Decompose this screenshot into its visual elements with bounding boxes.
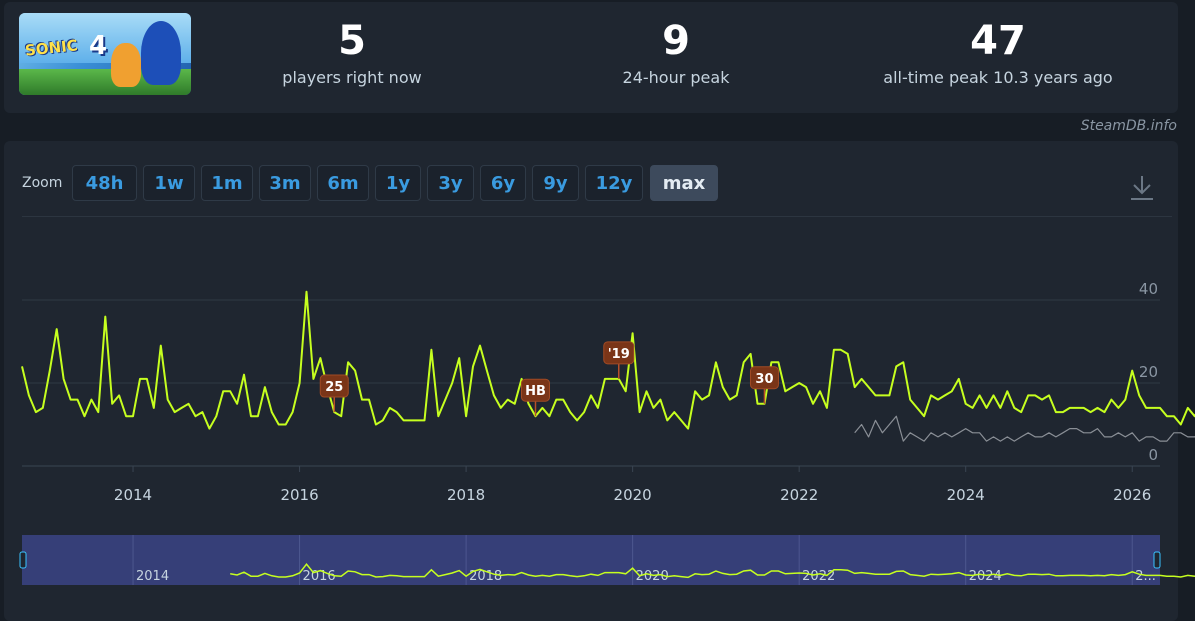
zoom-button-48h[interactable]: 48h xyxy=(72,165,137,201)
stat-label: players right now xyxy=(282,68,422,87)
event-flag xyxy=(319,374,349,398)
y-tick-label: 40 xyxy=(1139,280,1158,298)
navigator-handle-left xyxy=(19,551,27,569)
zoom-button-max[interactable]: max xyxy=(650,165,718,201)
stat-value: 47 xyxy=(970,18,1026,64)
zoom-button-1w[interactable]: 1w xyxy=(143,165,195,201)
zoom-button-1y[interactable]: 1y xyxy=(375,165,421,201)
game-capsule-image[interactable]: SONIC 4 xyxy=(19,13,191,95)
event-flag xyxy=(749,366,779,390)
x-tick-label: 2022 xyxy=(780,486,818,504)
zoom-button-3m[interactable]: 3m xyxy=(259,165,311,201)
x-tick-label: 2014 xyxy=(114,486,152,504)
y-tick-label: 20 xyxy=(1139,363,1158,381)
steamdb-credit[interactable]: SteamDB.info xyxy=(1080,118,1177,134)
capsule-logo-number: 4 xyxy=(89,31,108,61)
x-tick-label: 2026 xyxy=(1113,486,1151,504)
event-flag xyxy=(520,378,550,402)
twitch-series-line xyxy=(854,415,1195,442)
event-flag-label: 30 xyxy=(755,372,773,387)
event-flag xyxy=(603,341,635,365)
stats-bar xyxy=(4,2,1178,113)
stat-24h-peak: 9 24-hour peak xyxy=(576,18,776,87)
stat-label: 24-hour peak xyxy=(622,68,730,87)
players-series-line xyxy=(21,290,1195,430)
zoom-button-1m[interactable]: 1m xyxy=(201,165,253,201)
navigator-tick-label: 2... xyxy=(1135,569,1156,584)
navigator-tick-label: 2024 xyxy=(969,569,1002,584)
zoom-label: Zoom xyxy=(22,175,63,191)
stat-current-players: 5 players right now xyxy=(252,18,452,87)
zoom-button-12y[interactable]: 12y xyxy=(585,165,643,201)
navigator-tick-label: 2020 xyxy=(636,569,669,584)
capsule-character-sonic xyxy=(141,21,181,85)
x-tick-label: 2016 xyxy=(280,486,318,504)
zoom-button-6m[interactable]: 6m xyxy=(317,165,369,201)
toolbar-divider xyxy=(22,216,1172,217)
capsule-character-tails xyxy=(111,43,141,87)
x-tick-label: 2018 xyxy=(447,486,485,504)
zoom-button-9y[interactable]: 9y xyxy=(532,165,579,201)
zoom-button-6y[interactable]: 6y xyxy=(480,165,526,201)
x-tick-label: 2020 xyxy=(614,486,652,504)
stat-label: all-time peak 10.3 years ago xyxy=(883,68,1113,87)
navigator-tick-label: 2022 xyxy=(802,569,835,584)
event-flag-label: HB xyxy=(525,384,546,399)
navigator-tick-label: 2018 xyxy=(469,569,502,584)
event-flag-label: 25 xyxy=(325,380,343,395)
navigator-tick-label: 2014 xyxy=(136,569,169,584)
navigator-window xyxy=(22,535,1160,585)
stat-value: 9 xyxy=(662,18,690,64)
zoom-button-3y[interactable]: 3y xyxy=(427,165,474,201)
x-tick-label: 2024 xyxy=(947,486,985,504)
download-icon[interactable] xyxy=(1128,172,1156,204)
y-tick-label: 0 xyxy=(1148,446,1158,464)
navigator-handle-right xyxy=(1153,551,1161,569)
stat-value: 5 xyxy=(338,18,366,64)
stat-all-time-peak: 47 all-time peak 10.3 years ago xyxy=(858,18,1138,87)
navigator-series-line xyxy=(230,563,1195,579)
event-flag-label: '19 xyxy=(608,347,630,362)
